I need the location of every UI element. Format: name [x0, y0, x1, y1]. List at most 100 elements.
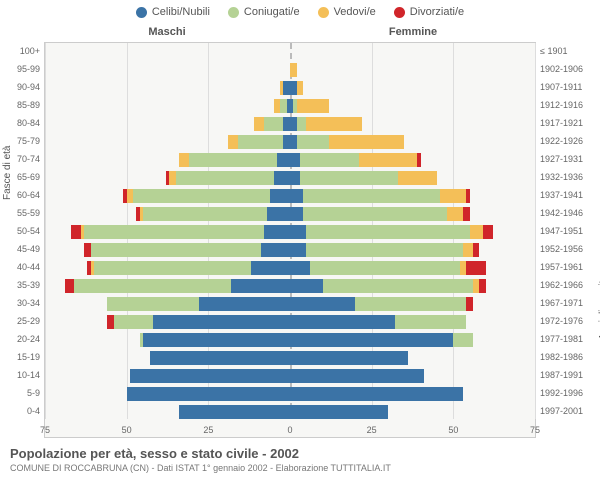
age-label: 20-24 [0, 330, 40, 348]
bar-segment [463, 243, 473, 257]
year-label: 1992-1996 [540, 384, 600, 402]
age-label: 5-9 [0, 384, 40, 402]
bar-segment [310, 261, 460, 275]
pyramid-row [45, 331, 535, 349]
x-tick: 75 [40, 425, 50, 435]
age-label: 10-14 [0, 366, 40, 384]
female-half [290, 97, 535, 115]
bar-segment [228, 135, 238, 149]
year-label: 1997-2001 [540, 402, 600, 420]
age-label: 30-34 [0, 294, 40, 312]
age-label: 25-29 [0, 312, 40, 330]
x-tick: 50 [448, 425, 458, 435]
female-half [290, 151, 535, 169]
bar-segment [290, 207, 303, 221]
age-label: 80-84 [0, 114, 40, 132]
bar-segment [483, 225, 493, 239]
gridline [535, 43, 536, 419]
bar-segment [290, 225, 306, 239]
pyramid-row [45, 349, 535, 367]
female-half [290, 187, 535, 205]
year-label: ≤ 1901 [540, 42, 600, 60]
bar-segment [306, 225, 469, 239]
female-half [290, 331, 535, 349]
year-label: 1922-1926 [540, 132, 600, 150]
year-label: 1972-1976 [540, 312, 600, 330]
female-half [290, 223, 535, 241]
year-label: 1907-1911 [540, 78, 600, 96]
bar-segment [150, 351, 290, 365]
age-label: 55-59 [0, 204, 40, 222]
bar-segment [470, 225, 483, 239]
female-half [290, 133, 535, 151]
bar-segment [267, 207, 290, 221]
year-label: 1967-1971 [540, 294, 600, 312]
pyramid-row [45, 385, 535, 403]
male-half [45, 241, 290, 259]
bar-segment [143, 207, 267, 221]
pyramid-row [45, 313, 535, 331]
bar-segment [306, 243, 463, 257]
bar-segment [130, 369, 290, 383]
year-label: 1942-1946 [540, 204, 600, 222]
legend-item: Divorziati/e [394, 6, 464, 18]
year-label: 1982-1986 [540, 348, 600, 366]
bar-segment [261, 243, 290, 257]
chart-subtitle: COMUNE DI ROCCABRUNA (CN) - Dati ISTAT 1… [10, 461, 590, 473]
female-half [290, 295, 535, 313]
age-label: 35-39 [0, 276, 40, 294]
bar-segment [297, 135, 330, 149]
pyramid-row [45, 241, 535, 259]
bar-segment [297, 99, 330, 113]
bar-segment [323, 279, 473, 293]
bar-segment [290, 189, 303, 203]
bar-segment [290, 261, 310, 275]
male-half [45, 367, 290, 385]
age-label: 0-4 [0, 402, 40, 420]
bar-segment [74, 279, 231, 293]
bar-segment [300, 171, 398, 185]
year-label: 1957-1961 [540, 258, 600, 276]
year-label: 1932-1936 [540, 168, 600, 186]
age-label: 100+ [0, 42, 40, 60]
legend: Celibi/NubiliConiugati/eVedovi/eDivorzia… [0, 0, 600, 18]
bar-segment [251, 261, 290, 275]
pyramid-row [45, 205, 535, 223]
legend-label: Coniugati/e [244, 6, 300, 18]
bar-segment [355, 297, 466, 311]
pyramid-row [45, 367, 535, 385]
footer: Popolazione per età, sesso e stato civil… [0, 438, 600, 473]
pyramid-row [45, 259, 535, 277]
year-label: 1902-1906 [540, 60, 600, 78]
bar-segment [231, 279, 290, 293]
legend-swatch [394, 7, 405, 18]
year-label: 1937-1941 [540, 186, 600, 204]
year-label: 1912-1916 [540, 96, 600, 114]
bar-segment [303, 189, 440, 203]
pyramid-row [45, 97, 535, 115]
male-half [45, 331, 290, 349]
pyramid-row [45, 79, 535, 97]
female-half [290, 43, 535, 61]
pyramid-row [45, 277, 535, 295]
age-label: 40-44 [0, 258, 40, 276]
bar-segment [290, 279, 323, 293]
bar-segment [270, 189, 290, 203]
female-half [290, 205, 535, 223]
year-label: 1952-1956 [540, 240, 600, 258]
bar-segment [466, 261, 486, 275]
pyramid-row [45, 187, 535, 205]
female-half [290, 259, 535, 277]
male-half [45, 97, 290, 115]
bar-segment [153, 315, 290, 329]
legend-item: Celibi/Nubili [136, 6, 210, 18]
male-half [45, 115, 290, 133]
bar-segment [199, 297, 290, 311]
year-label: 1947-1951 [540, 222, 600, 240]
male-header: Maschi [44, 26, 290, 38]
plot-area: 7550250255075 [44, 42, 536, 438]
male-half [45, 385, 290, 403]
bar-segment [463, 207, 470, 221]
bar-segment [290, 243, 306, 257]
legend-label: Divorziati/e [410, 6, 464, 18]
